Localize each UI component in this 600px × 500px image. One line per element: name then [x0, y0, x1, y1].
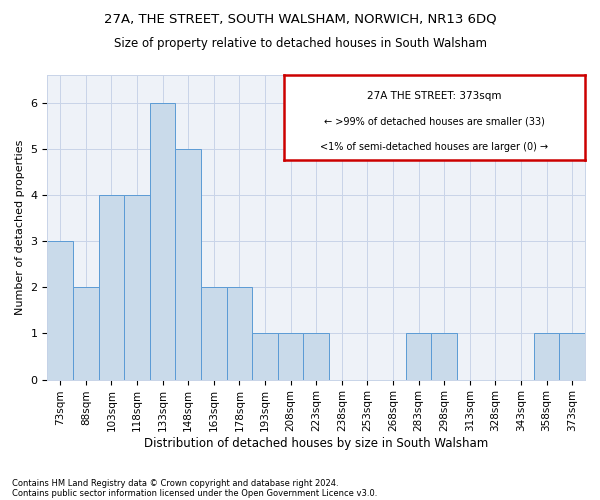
Bar	[559, 334, 585, 380]
Text: 27A, THE STREET, SOUTH WALSHAM, NORWICH, NR13 6DQ: 27A, THE STREET, SOUTH WALSHAM, NORWICH,…	[104, 12, 496, 26]
Bar	[431, 334, 457, 380]
Bar	[304, 334, 329, 380]
Bar	[252, 334, 278, 380]
Bar	[47, 241, 73, 380]
Bar	[278, 334, 304, 380]
Y-axis label: Number of detached properties: Number of detached properties	[15, 140, 25, 315]
Bar	[534, 334, 559, 380]
Bar	[124, 195, 150, 380]
X-axis label: Distribution of detached houses by size in South Walsham: Distribution of detached houses by size …	[144, 437, 488, 450]
Text: Size of property relative to detached houses in South Walsham: Size of property relative to detached ho…	[113, 38, 487, 51]
Bar	[201, 288, 227, 380]
Bar	[98, 195, 124, 380]
Bar	[406, 334, 431, 380]
Text: Contains public sector information licensed under the Open Government Licence v3: Contains public sector information licen…	[12, 488, 377, 498]
Bar	[73, 288, 98, 380]
Bar	[175, 149, 201, 380]
Bar	[150, 102, 175, 380]
Text: Contains HM Land Registry data © Crown copyright and database right 2024.: Contains HM Land Registry data © Crown c…	[12, 478, 338, 488]
Bar	[227, 288, 252, 380]
